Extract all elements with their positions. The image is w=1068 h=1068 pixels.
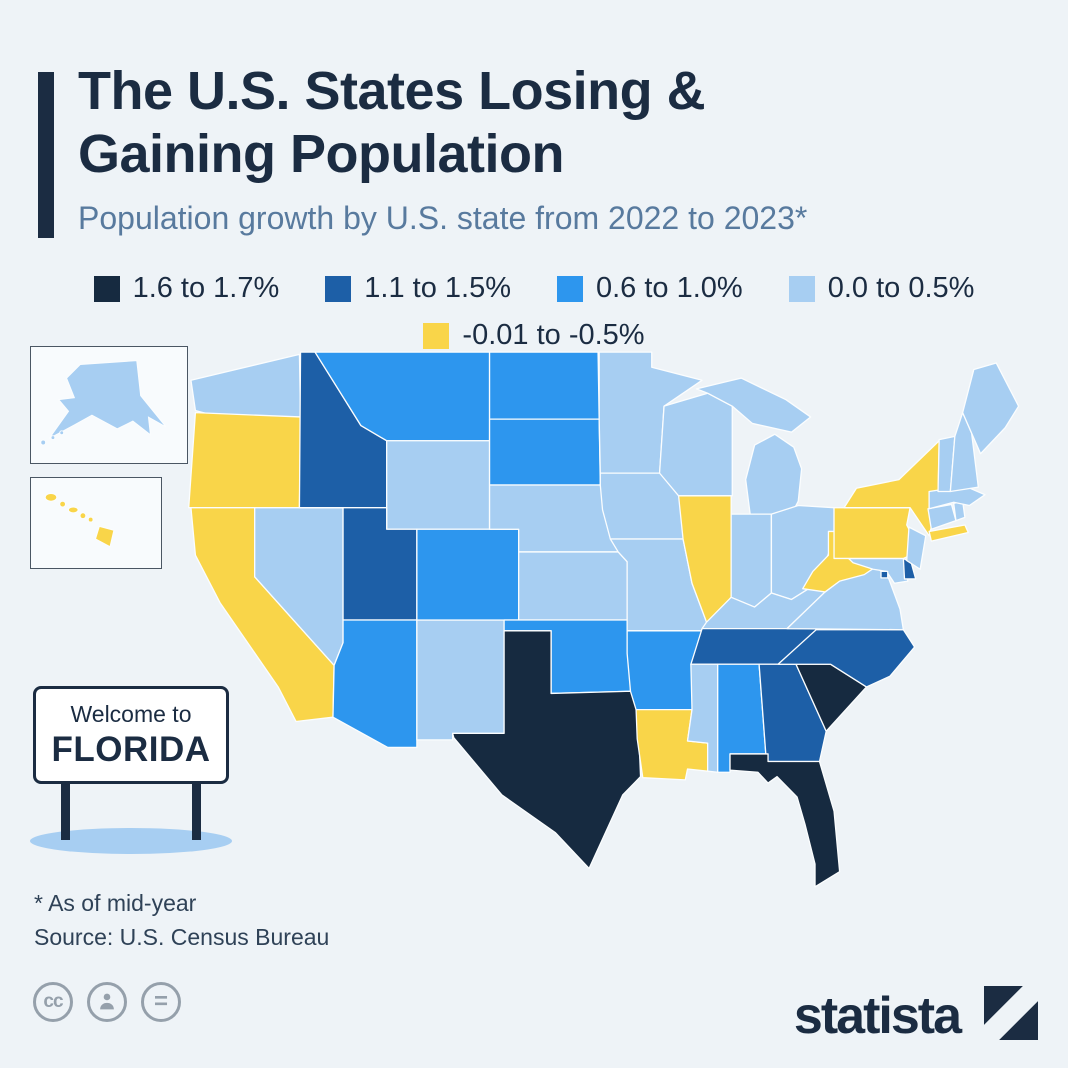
person-glyph: [100, 993, 114, 1010]
legend-label: 0.6 to 1.0%: [596, 272, 743, 304]
legend-swatch: [557, 275, 583, 302]
state-FL: [730, 754, 840, 887]
legend-label: 1.1 to 1.5%: [364, 272, 511, 304]
legend-item: 0.0 to 0.5%: [788, 272, 975, 305]
us-choropleth-map: [182, 350, 1032, 890]
legend-item: -0.01 to -0.5%: [423, 319, 645, 352]
hawaii-island: [67, 506, 79, 514]
state-NH: [950, 413, 978, 492]
state-SD: [490, 419, 601, 485]
title-line-1: The U.S. States Losing &: [78, 61, 706, 121]
sign-leg-right: [192, 782, 201, 840]
state-MI: [696, 378, 810, 432]
legend-swatch: [788, 275, 815, 302]
legend-label: 1.6 to 1.7%: [132, 272, 280, 304]
title-accent-bar: [38, 72, 54, 238]
legend-row-1: 1.6 to 1.7% 1.1 to 1.5% 0.6 to 1.0% 0.0 to …: [0, 272, 1068, 305]
legend-swatch: [423, 322, 450, 349]
subtitle: Population growth by U.S. state from 202…: [78, 200, 808, 236]
hawaii-island: [44, 492, 58, 502]
sign-board: Welcome to FLORIDA: [33, 686, 229, 784]
state-KS: [519, 552, 627, 620]
state-WI: [660, 393, 733, 496]
hawaii-inset: [30, 477, 162, 569]
state-AK: [48, 360, 167, 440]
cc-glyph: cc: [43, 991, 63, 1012]
sign-leg-left: [61, 782, 70, 840]
title-line-2: Gaining Population: [78, 123, 564, 184]
state-IN: [731, 514, 771, 607]
legend-swatch: [325, 275, 352, 302]
attribution-person-icon: [87, 982, 127, 1022]
hawaii-map: [44, 492, 115, 548]
aleutian-island: [40, 439, 47, 446]
state-NC: [778, 630, 914, 687]
license-icons: cc =: [33, 982, 181, 1022]
footnote-asterisk: * As of mid-year: [34, 890, 197, 916]
florida-welcome-sign: Welcome to FLORIDA: [30, 686, 232, 854]
state-NJ: [907, 527, 926, 569]
statista-logo-icon: [984, 986, 1038, 1040]
creative-commons-icon: cc: [33, 982, 73, 1022]
state-NM: [417, 620, 504, 740]
state-MI: [746, 434, 802, 514]
alaska-inset: [30, 346, 188, 464]
aleutian-island: [50, 435, 56, 441]
state-NY: [929, 525, 968, 541]
aleutian-island: [59, 430, 65, 436]
state-WA: [191, 354, 301, 419]
legend-label: -0.01 to -0.5%: [462, 319, 645, 351]
state-DC: [881, 571, 888, 577]
legend-label: 0.0 to 0.5%: [827, 272, 975, 304]
state-ND: [490, 352, 600, 419]
alaska-map: [40, 360, 167, 446]
state-CO: [417, 529, 519, 620]
hawaii-island: [87, 516, 94, 523]
page-title: The U.S. States Losing & Gaining Populati…: [78, 60, 706, 185]
state-WY: [387, 441, 490, 530]
legend-swatch: [93, 275, 120, 302]
state-ME: [963, 363, 1019, 454]
legend-item: 0.6 to 1.0%: [557, 272, 743, 305]
sign-text-florida: FLORIDA: [51, 729, 211, 769]
footnote-source: Source: U.S. Census Bureau: [34, 924, 330, 950]
legend-item: 1.1 to 1.5%: [325, 272, 511, 305]
hawaii-island: [59, 500, 66, 508]
state-OR: [189, 413, 301, 508]
hawaii-big-island: [94, 525, 115, 548]
hawaii-island: [79, 512, 87, 520]
sign-text-welcome: Welcome to: [70, 700, 192, 727]
no-derivatives-icon: =: [141, 982, 181, 1022]
state-TX: [453, 631, 641, 869]
legend-item: 1.6 to 1.7%: [93, 272, 280, 305]
statista-wordmark: statista: [793, 987, 962, 1045]
legend: 1.6 to 1.7% 1.1 to 1.5% 0.6 to 1.0% 0.0 to …: [0, 272, 1068, 352]
legend-row-2: -0.01 to -0.5%: [0, 319, 1068, 352]
equals-glyph: =: [153, 988, 168, 1015]
state-AZ: [333, 620, 417, 747]
